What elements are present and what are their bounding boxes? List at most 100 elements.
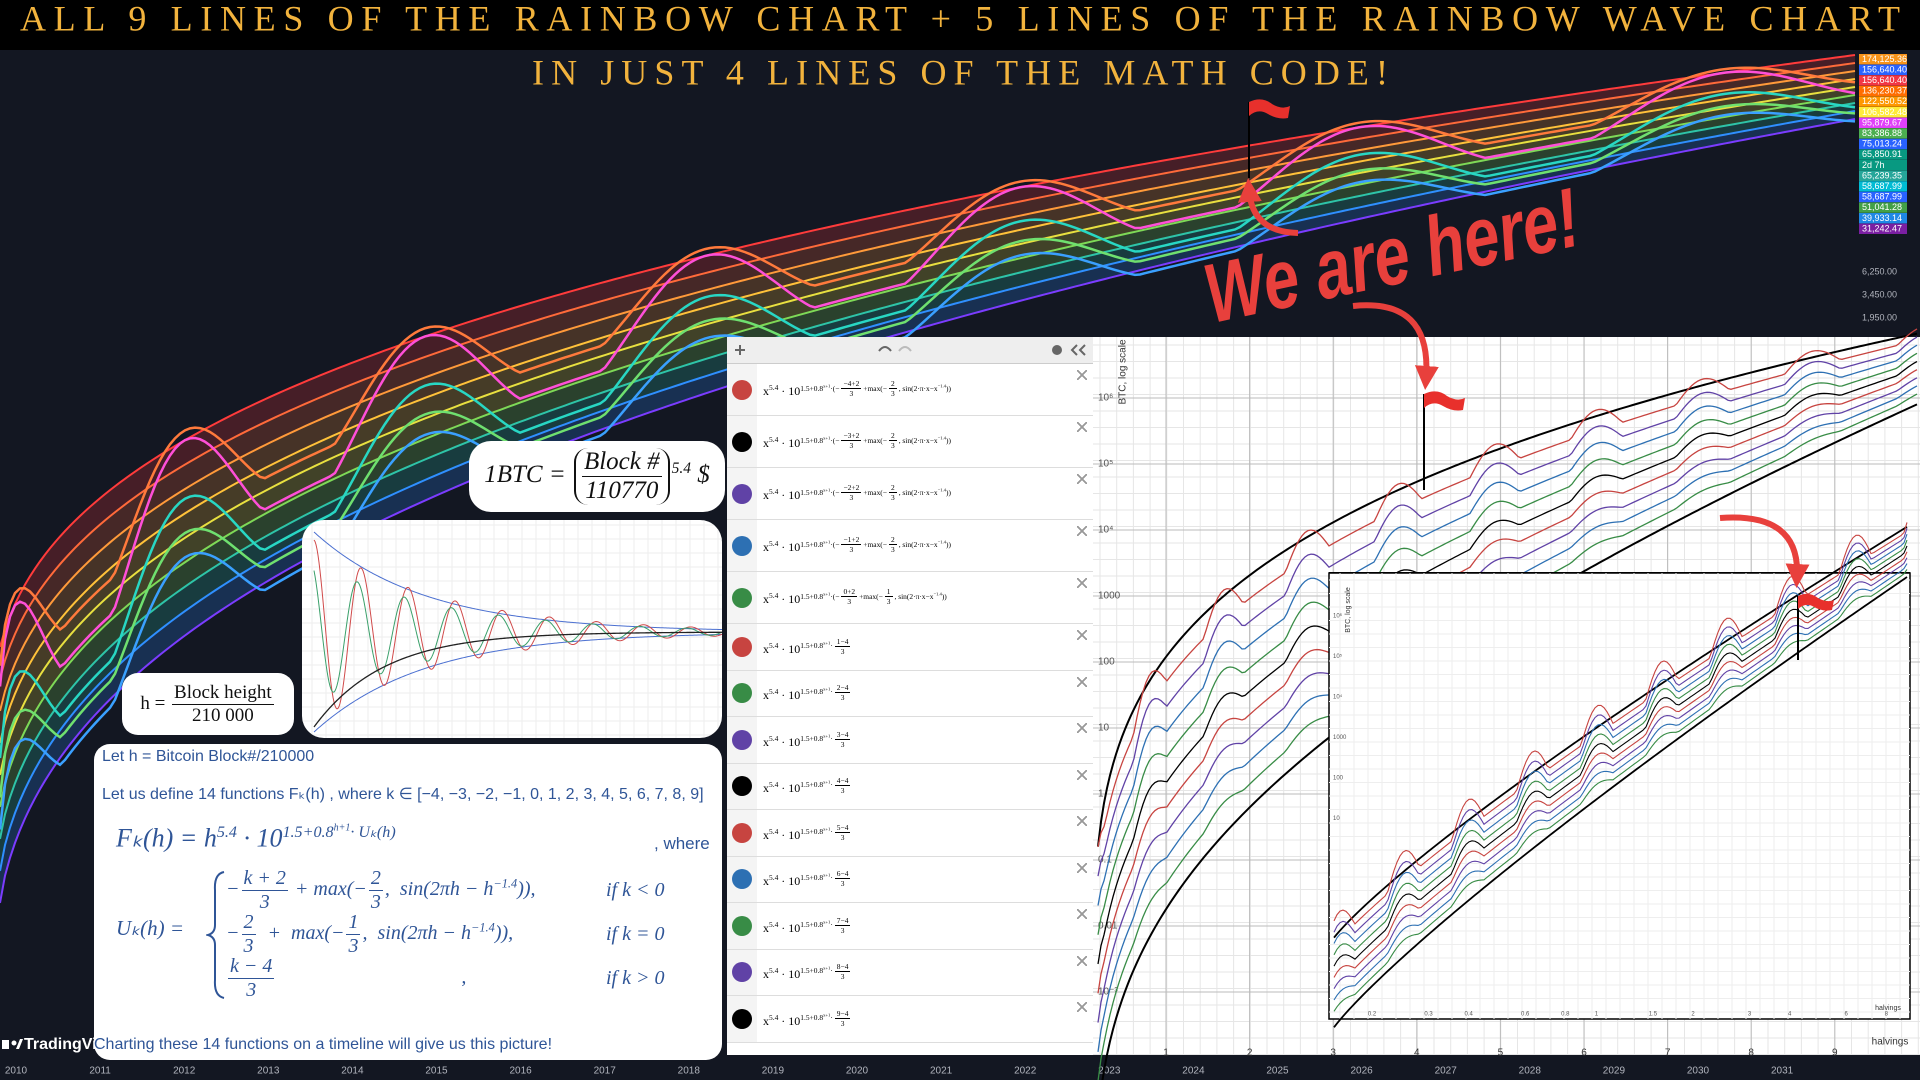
math-text: $ [691, 461, 710, 489]
expression: x5.4 · 101.5+0.8x+1·(− −4+2 3 +max(− 2 3, sin… [757, 379, 951, 399]
superscript: 1.5+0.8x+1· 4−4 3 [800, 776, 852, 795]
row-gutter [727, 416, 757, 467]
math-text: 1.5+0.8 [800, 435, 824, 445]
math-text: x+1 [823, 539, 831, 545]
case-condition: if k > 0 [606, 966, 665, 989]
x-tick-label: 4 [1414, 1048, 1420, 1059]
math-text: )) [946, 383, 951, 393]
math-text: · [830, 640, 833, 650]
math-text: · 10 [778, 874, 801, 889]
math-text: −2+2 [843, 483, 860, 493]
graph-curve [1097, 328, 1918, 848]
math-text: −1.4 [493, 875, 518, 890]
numerator: 2−4 [834, 683, 851, 694]
expression: x5.4 · 101.5+0.8x+1·(− −2+2 3 +max(− 2 3, sin… [757, 483, 951, 503]
math-text: −1.4 [933, 591, 942, 597]
u-lhs: Uₖ(h) = [116, 916, 185, 940]
x-tick-label: 6 [1581, 1048, 1587, 1059]
inset-curve [1333, 526, 1908, 939]
numerator: 4−4 [834, 776, 851, 787]
inset-curve [1333, 522, 1908, 925]
rainbow-band [0, 103, 1855, 871]
delete-icon [1077, 474, 1087, 484]
brace [206, 871, 225, 999]
math-text: 1.5+0.8 [800, 873, 824, 883]
tradingview-logo [2, 1039, 23, 1049]
math-text: 2 [890, 483, 895, 493]
expression-row: x5.4 · 101.5+0.8x+1·(− −3+2 3 +max(− 2 3, sin… [727, 416, 1093, 468]
math-text: 1BTC = [484, 461, 572, 489]
price-tag [1859, 128, 1907, 139]
math-text: x [763, 641, 769, 656]
price-tag [1859, 96, 1907, 107]
price-tag [1859, 181, 1907, 192]
oscillation-curve [313, 531, 722, 631]
superscript: 5.4 [769, 920, 778, 929]
row-gutter [727, 624, 757, 670]
x-tick-label: 2 [1691, 1012, 1695, 1018]
math-text: −1+2 [843, 535, 860, 545]
superscript: x+1 [823, 640, 830, 645]
fraction: 4−4 3 [834, 776, 851, 795]
expression: x5.4 · 101.5+0.8x+1· 5−4 3 [757, 823, 852, 843]
math-text: +max(− [859, 591, 883, 601]
fraction: 8−4 3 [834, 962, 851, 981]
delete-icon [1077, 526, 1087, 536]
rainbow-band [0, 55, 1855, 679]
delete-icon [1077, 370, 1087, 380]
math-text: · 10 [778, 1013, 801, 1028]
math-text: · [830, 687, 833, 697]
math-text: 1.5+0.8 [800, 826, 824, 836]
denominator: 3 [835, 926, 851, 935]
superscript: −1.4 [938, 539, 946, 544]
title-bar [0, 0, 1920, 50]
price-tag [1859, 223, 1907, 234]
numerator: −1+2 [841, 535, 862, 546]
math-text: )), [517, 877, 536, 900]
row-gutter [727, 949, 757, 995]
denominator: 3 [346, 935, 360, 958]
math-text: 2 [370, 866, 381, 889]
math-text: · 10 [778, 827, 801, 842]
price-label: 122,550.52 [1862, 96, 1907, 106]
fraction: 2−4 3 [834, 683, 851, 702]
math-text: 5.4 [671, 459, 692, 477]
x-tick-label: 1 [1163, 1048, 1169, 1059]
expression-row: x5.4 · 101.5+0.8x+1· 2−4 3 [727, 670, 1093, 717]
explanation-line: Let us define 14 functions Fₖ(h) , where… [102, 786, 704, 803]
inset-curve [1333, 563, 1908, 1001]
delete-icon [1077, 630, 1087, 640]
expression-row: x5.4 · 101.5+0.8x+1· 9−4 3 [727, 996, 1093, 1043]
math-text: x+1 [823, 383, 831, 389]
expression-row: x5.4 · 101.5+0.8x+1·(− −1+2 3 +max(− 2 3, sin… [727, 520, 1093, 572]
denominator: 3 [835, 833, 851, 842]
superscript: 5.4 [769, 827, 778, 836]
numerator: k + 2 [241, 867, 288, 891]
math-text: 3 [890, 441, 895, 451]
denominator: 3 [885, 597, 893, 606]
expression: x5.4 · 101.5+0.8x+1· 3−4 3 [757, 730, 852, 750]
numerator: 5−4 [834, 823, 851, 833]
curve-icon [732, 431, 752, 452]
h-formula: h = Block height 210 000 [140, 682, 275, 727]
row-gutter [727, 468, 757, 519]
math-text: x+1 [823, 779, 831, 785]
math-text: x [763, 781, 769, 796]
delete-icon [1077, 955, 1087, 966]
numerator: 2 [368, 866, 383, 891]
fraction: 1−4 3 [834, 637, 851, 656]
price-tag [1859, 54, 1907, 65]
price-tag [1859, 202, 1907, 213]
y-tick-label: 10 [1098, 723, 1110, 734]
math-text: 5.4 [769, 733, 779, 743]
superscript: 1.5+0.8x+1· 7−4 3 [800, 916, 852, 935]
math-text: 3 [840, 646, 845, 656]
superscript: x+1 [823, 1012, 830, 1017]
delete-icon [1077, 816, 1087, 826]
